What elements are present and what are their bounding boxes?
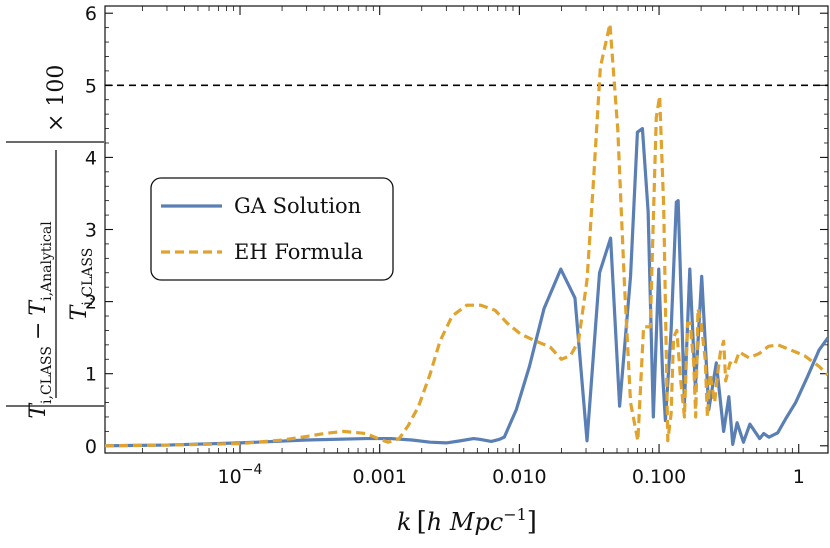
y-tick-label-4: 4 xyxy=(85,147,97,169)
y-tick-label-2: 2 xyxy=(85,292,97,314)
x-tick-label-exponent: −4 xyxy=(242,462,263,478)
y-axis-label-numerator-sub1: i,CLASS xyxy=(39,346,55,404)
x-axis-label-k: k xyxy=(397,508,412,536)
y-axis-label-denominator-sub: i,CLASS xyxy=(80,248,96,306)
x-axis-label-close-bracket: ] xyxy=(527,507,537,537)
x-tick-label: 10−4 xyxy=(218,462,263,488)
y-axis-label-numerator-t2: T xyxy=(26,299,51,316)
x-axis-label: k [h Mpc−1] xyxy=(397,505,537,537)
y-axis-label-numerator: Ti,CLASS − Ti,Analytical xyxy=(26,221,55,419)
x-tick-label: 0.001 xyxy=(352,466,406,488)
x-tick-label: 1 xyxy=(793,466,805,488)
y-axis-label-numerator-sub2: i,Analytical xyxy=(39,221,55,301)
x-axis-label-open-bracket: [ xyxy=(417,507,427,537)
y-axis-label-numerator-t1: T xyxy=(26,402,51,419)
y-axis-label: Ti,CLASS−Ti,Analytical Ti,CLASS × 100 xyxy=(6,65,104,419)
y-tick-label-6: 6 xyxy=(85,3,97,25)
x-axis-label-units: h Mpc xyxy=(427,508,503,536)
legend: GA Solution EH Formula xyxy=(150,177,394,281)
y-tick-label-0: 0 xyxy=(85,436,97,458)
y-axis-label-denominator: Ti,CLASS xyxy=(67,248,96,321)
y-axis-label-multiplier: × 100 xyxy=(44,65,69,132)
legend-label-eh-formula: EH Formula xyxy=(234,240,363,264)
y-tick-label-5: 5 xyxy=(85,75,97,97)
x-tick-label-base: 10 xyxy=(218,466,242,488)
series-line-eh-formula xyxy=(105,22,828,448)
legend-box xyxy=(150,177,394,281)
legend-label-ga-solution: GA Solution xyxy=(234,194,361,218)
series-layer xyxy=(105,22,828,448)
ticks-layer: 0 1 2 3 4 5 6 10−4 0.001 0.010 0.100 1 xyxy=(85,3,828,488)
y-axis-label-minus: − xyxy=(26,322,51,340)
x-tick-label: 0.010 xyxy=(492,466,546,488)
series-line-ga-solution xyxy=(105,126,828,448)
y-tick-label-1: 1 xyxy=(85,364,97,386)
y-axis-label-denominator-t: T xyxy=(67,303,92,320)
x-tick-label: 0.100 xyxy=(632,466,686,488)
y-tick-label-3: 3 xyxy=(85,220,97,242)
x-axis-label-exponent: −1 xyxy=(503,505,527,524)
